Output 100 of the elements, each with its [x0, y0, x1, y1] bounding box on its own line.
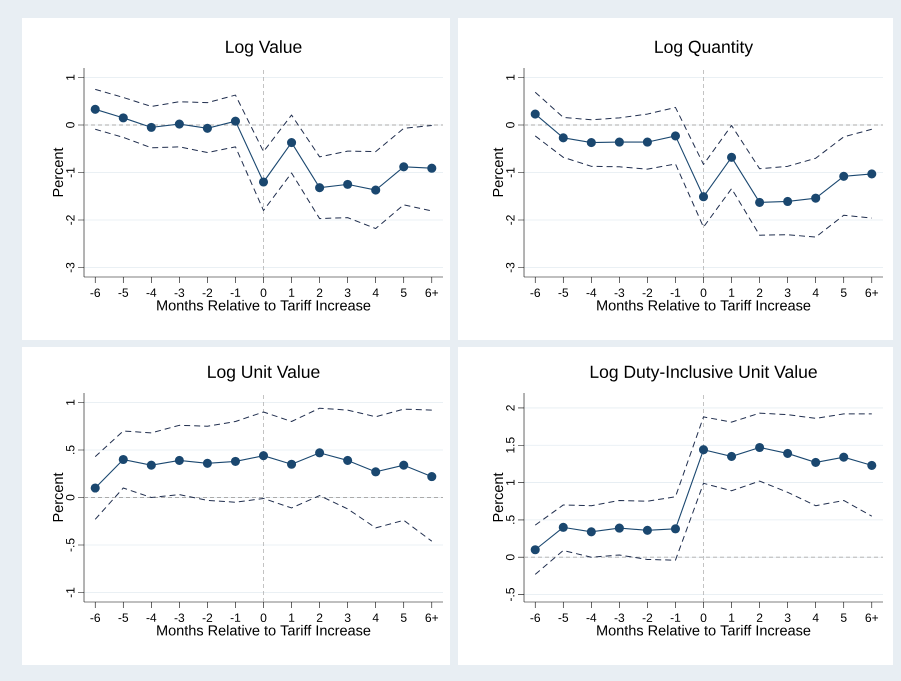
y-tick-label: 1 — [66, 74, 74, 80]
x-tick-label: -4 — [586, 288, 596, 297]
point — [698, 445, 708, 454]
x-tick-label: -5 — [118, 288, 128, 297]
x-tick-label: 6+ — [866, 614, 878, 622]
y-tick-label: 1.5 — [506, 437, 514, 453]
point — [727, 452, 736, 461]
y-tick-label: -2 — [66, 215, 74, 225]
point — [427, 472, 436, 482]
y-tick-label: -3 — [66, 262, 74, 272]
point — [811, 458, 820, 467]
y-tick-label: 0 — [66, 494, 74, 500]
point — [146, 122, 156, 132]
x-tick-label: 1 — [729, 288, 734, 297]
point — [558, 133, 568, 142]
point — [202, 458, 212, 468]
x-tick-label: 4 — [812, 288, 819, 297]
point — [755, 198, 764, 207]
x-tick-label: 4 — [812, 614, 819, 622]
y-tick-label: -.5 — [506, 588, 514, 602]
x-axis-title: Months Relative to Tariff Increase — [597, 300, 810, 311]
point — [343, 456, 352, 465]
x-tick-label: -5 — [118, 614, 128, 622]
x-tick-label: -4 — [146, 288, 156, 297]
x-tick-label: 0 — [700, 614, 706, 622]
point — [230, 116, 240, 126]
x-tick-label: -3 — [174, 614, 184, 622]
line-series — [94, 408, 432, 458]
line-series — [534, 92, 872, 170]
x-tick-label: -1 — [670, 288, 680, 297]
x-tick-label: 2 — [316, 614, 322, 622]
x-tick-label: 6+ — [426, 288, 438, 298]
point — [371, 467, 380, 476]
x-tick-label: 3 — [344, 614, 350, 622]
point — [755, 442, 764, 452]
point — [118, 454, 128, 464]
y-tick-label: -1 — [506, 168, 514, 178]
y-axis-title: Percent — [492, 148, 504, 196]
point — [867, 460, 876, 470]
y-tick-label: .5 — [66, 446, 74, 454]
x-tick-label: 1 — [729, 614, 734, 622]
point — [90, 104, 100, 114]
point — [230, 456, 240, 466]
x-tick-label: 3 — [784, 614, 790, 622]
x-tick-label: -1 — [670, 614, 680, 622]
line-series — [94, 488, 432, 542]
point — [586, 527, 596, 536]
y-axis-title: Percent — [492, 472, 504, 522]
point — [811, 194, 820, 203]
x-tick-label: 3 — [344, 288, 350, 298]
x-tick-label: -3 — [614, 288, 624, 298]
point — [586, 138, 596, 148]
y-tick-label: -1 — [66, 168, 74, 178]
x-axis-title: Months Relative to Tariff Increase — [597, 624, 810, 636]
y-tick-label: .5 — [506, 515, 514, 524]
x-tick-label: 6+ — [426, 614, 438, 622]
x-tick-label: -5 — [558, 614, 568, 622]
x-axis-title: Months Relative to Tariff Increase — [157, 300, 370, 311]
point — [258, 451, 268, 460]
x-tick-label: 5 — [400, 614, 407, 622]
point — [315, 183, 324, 192]
x-tick-label: 5 — [840, 614, 847, 622]
chart-title: Log Quantity — [655, 40, 754, 56]
y-axis-title: Percent — [52, 148, 64, 196]
x-tick-label: 1 — [289, 288, 294, 297]
line-series — [534, 412, 872, 526]
point — [530, 110, 540, 119]
x-tick-label: 3 — [784, 288, 790, 298]
x-tick-label: 1 — [289, 614, 294, 622]
chart-title: Log Value — [226, 40, 302, 56]
line-series — [94, 128, 432, 230]
point — [287, 460, 296, 469]
x-tick-label: 0 — [260, 614, 266, 622]
point — [371, 186, 380, 195]
point — [287, 138, 296, 148]
x-tick-label: 5 — [840, 288, 847, 297]
point — [90, 483, 100, 493]
point — [343, 180, 352, 189]
x-tick-label: -1 — [230, 288, 240, 297]
x-tick-label: 4 — [372, 288, 379, 297]
x-tick-label: 0 — [700, 288, 706, 298]
x-tick-label: -2 — [642, 288, 652, 297]
point — [783, 448, 792, 458]
y-tick-label: 0 — [506, 554, 514, 560]
y-tick-label: -3 — [506, 262, 514, 272]
x-tick-label: 2 — [756, 614, 762, 622]
x-tick-label: 0 — [260, 288, 266, 298]
line-series — [94, 88, 432, 158]
point — [146, 460, 156, 470]
chart-title: Log Duty-Inclusive Unit Value — [590, 365, 817, 382]
y-tick-label: -1 — [66, 588, 74, 598]
x-tick-label: 4 — [372, 614, 379, 622]
y-axis-title: Percent — [52, 472, 64, 522]
chart-title: Log Unit Value — [208, 365, 320, 382]
y-tick-label: 0 — [506, 122, 514, 128]
x-tick-label: -5 — [558, 288, 568, 297]
point — [174, 120, 184, 129]
y-tick-label: 1 — [506, 480, 514, 485]
x-tick-label: 6+ — [866, 288, 878, 298]
point — [558, 522, 568, 532]
